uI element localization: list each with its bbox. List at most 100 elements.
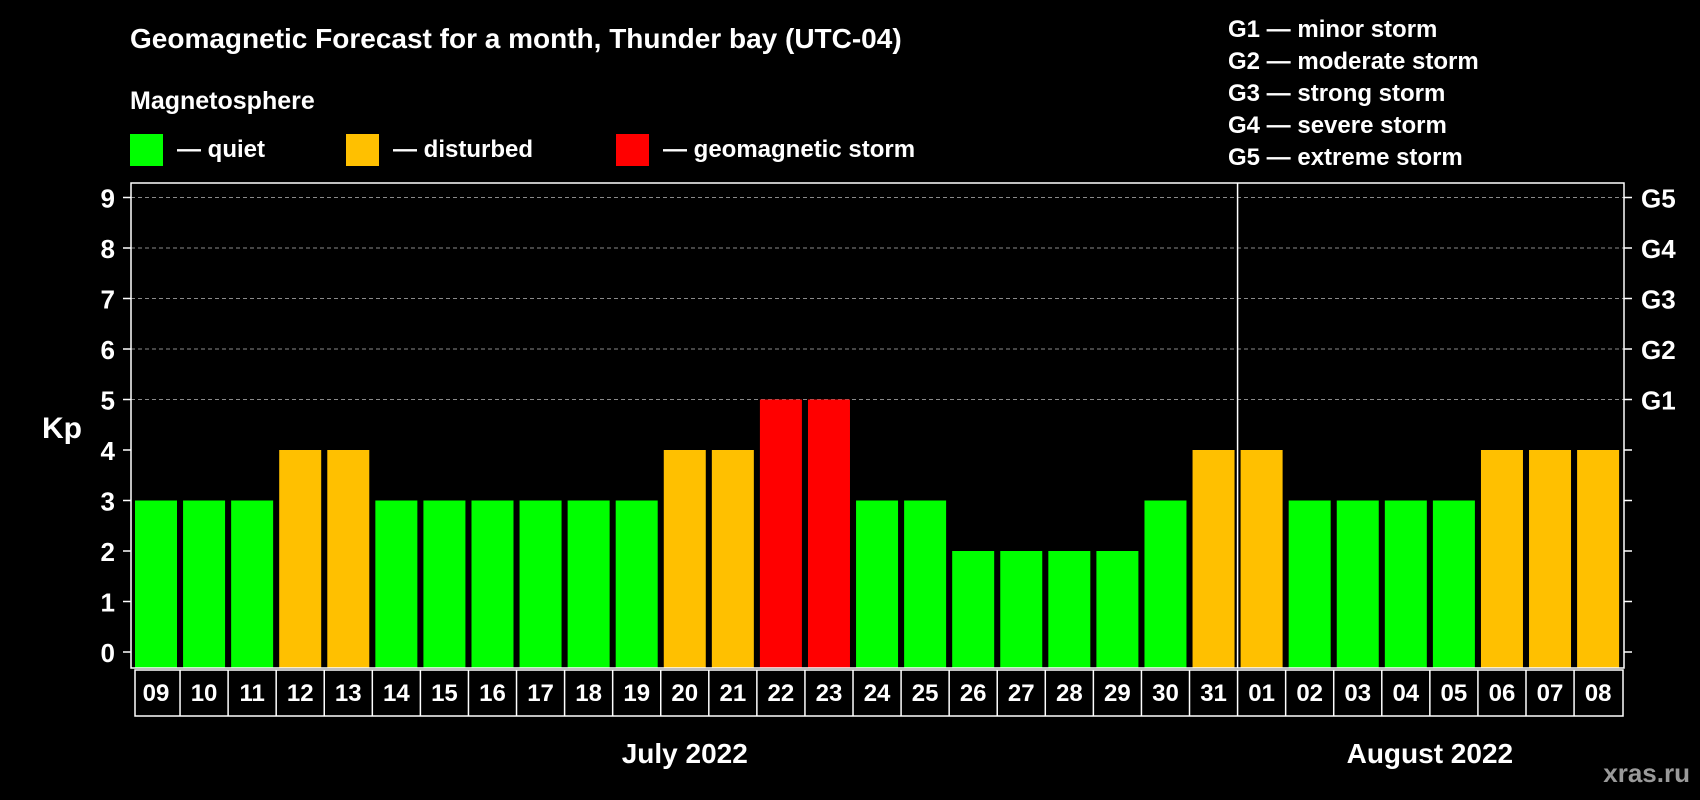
legend-disturbed: — disturbed [346, 134, 533, 166]
date-label: 28 [1056, 680, 1083, 707]
storm-scale-g5: G5 — extreme storm [1228, 144, 1463, 171]
date-label: 06 [1489, 680, 1516, 707]
date-label: 07 [1537, 680, 1564, 707]
y-axis-ticks: 0 1 2 3 4 5 6 7 8 9 [101, 184, 131, 668]
bar [1048, 551, 1091, 668]
y-tick-label: 7 [101, 285, 115, 315]
y-tick-label: 3 [101, 487, 115, 517]
bar [135, 500, 177, 668]
date-label: 18 [575, 680, 602, 707]
plot-frame [130, 182, 1625, 669]
bar [856, 500, 899, 668]
date-label: 10 [191, 680, 218, 707]
bar [279, 450, 322, 668]
storm-level-label: G1 [1641, 386, 1676, 416]
bar [567, 500, 610, 668]
storm-level-axis: G1 G2 G3 G4 G5 [1624, 184, 1676, 653]
bar [1480, 450, 1523, 668]
legend-swatch-storm [616, 134, 649, 166]
storm-scale-g1: G1 — minor storm [1228, 16, 1437, 43]
date-label: 17 [527, 680, 554, 707]
date-label: 08 [1585, 680, 1612, 707]
bar [1432, 500, 1475, 668]
legend-swatch-quiet [130, 134, 163, 166]
grid-lines [131, 197, 1624, 400]
bar [1384, 500, 1427, 668]
bar [231, 500, 274, 668]
date-label: 12 [287, 680, 314, 707]
legend-label-disturbed: — disturbed [393, 136, 533, 163]
bars [135, 399, 1620, 668]
legend-quiet: — quiet [130, 134, 265, 166]
bar [327, 450, 370, 668]
bar [1336, 500, 1379, 668]
legend-label-quiet: — quiet [177, 136, 265, 163]
legend-heading: Magnetosphere [130, 87, 315, 115]
bar [759, 399, 802, 668]
date-label: 21 [719, 680, 746, 707]
bar [1192, 450, 1235, 668]
date-label: 25 [912, 680, 939, 707]
date-label: 14 [383, 680, 410, 707]
storm-level-label: G4 [1641, 234, 1676, 264]
bar [375, 500, 418, 668]
bar [1144, 500, 1187, 668]
y-tick-label: 8 [101, 234, 115, 264]
date-label: 03 [1344, 680, 1371, 707]
date-label: 31 [1200, 680, 1227, 707]
legend-swatch-disturbed [346, 134, 379, 166]
date-label: 27 [1008, 680, 1035, 707]
bar [519, 500, 562, 668]
watermark: xras.ru [1603, 758, 1690, 788]
storm-level-label: G2 [1641, 335, 1676, 365]
y-tick-label: 9 [101, 184, 115, 214]
bar [615, 500, 658, 668]
date-label: 09 [143, 680, 170, 707]
bar [807, 399, 850, 668]
date-label: 15 [431, 680, 458, 707]
date-label: 01 [1248, 680, 1275, 707]
storm-level-label: G5 [1641, 184, 1676, 214]
y-tick-label: 5 [101, 386, 115, 416]
bar [1288, 500, 1331, 668]
y-tick-label: 0 [101, 638, 115, 668]
storm-scale-g3: G3 — strong storm [1228, 80, 1445, 107]
bar [1096, 551, 1139, 668]
bar [711, 450, 754, 668]
month-label: July 2022 [622, 738, 748, 769]
bar [471, 500, 514, 668]
bar [904, 500, 947, 668]
bar [952, 551, 995, 668]
date-label: 02 [1296, 680, 1323, 707]
date-label: 05 [1441, 680, 1468, 707]
storm-scale-legend: G1 — minor storm G2 — moderate storm G3 … [1228, 16, 1479, 171]
month-label: August 2022 [1347, 738, 1514, 769]
date-label: 11 [239, 680, 264, 707]
y-tick-label: 1 [101, 588, 115, 618]
bar [663, 450, 706, 668]
date-label: 26 [960, 680, 987, 707]
date-label-box [134, 669, 1624, 717]
y-tick-label: 4 [101, 436, 116, 466]
month-labels: July 2022 August 2022 [622, 738, 1513, 769]
date-labels: 09 10 11 12 13 14 15 16 17 18 19 20 21 22 23 24 25 26 27 28… [134, 669, 1624, 717]
date-label: 04 [1392, 680, 1419, 707]
date-label: 23 [816, 680, 843, 707]
legend-label-storm: — geomagnetic storm [663, 136, 915, 163]
y-axis-label: Kp [42, 412, 82, 445]
date-label: 16 [479, 680, 506, 707]
bar [1240, 450, 1283, 668]
bar [1577, 450, 1620, 668]
chart-title: Geomagnetic Forecast for a month, Thunde… [130, 23, 902, 54]
bar [183, 500, 226, 668]
bar [1000, 551, 1043, 668]
storm-scale-g2: G2 — moderate storm [1228, 48, 1479, 75]
date-label: 20 [671, 680, 698, 707]
date-label: 22 [768, 680, 795, 707]
date-label: 29 [1104, 680, 1131, 707]
date-label: 24 [864, 680, 891, 707]
storm-level-label: G3 [1641, 285, 1676, 315]
legend-storm: — geomagnetic storm [616, 134, 915, 166]
storm-scale-g4: G4 — severe storm [1228, 112, 1447, 139]
